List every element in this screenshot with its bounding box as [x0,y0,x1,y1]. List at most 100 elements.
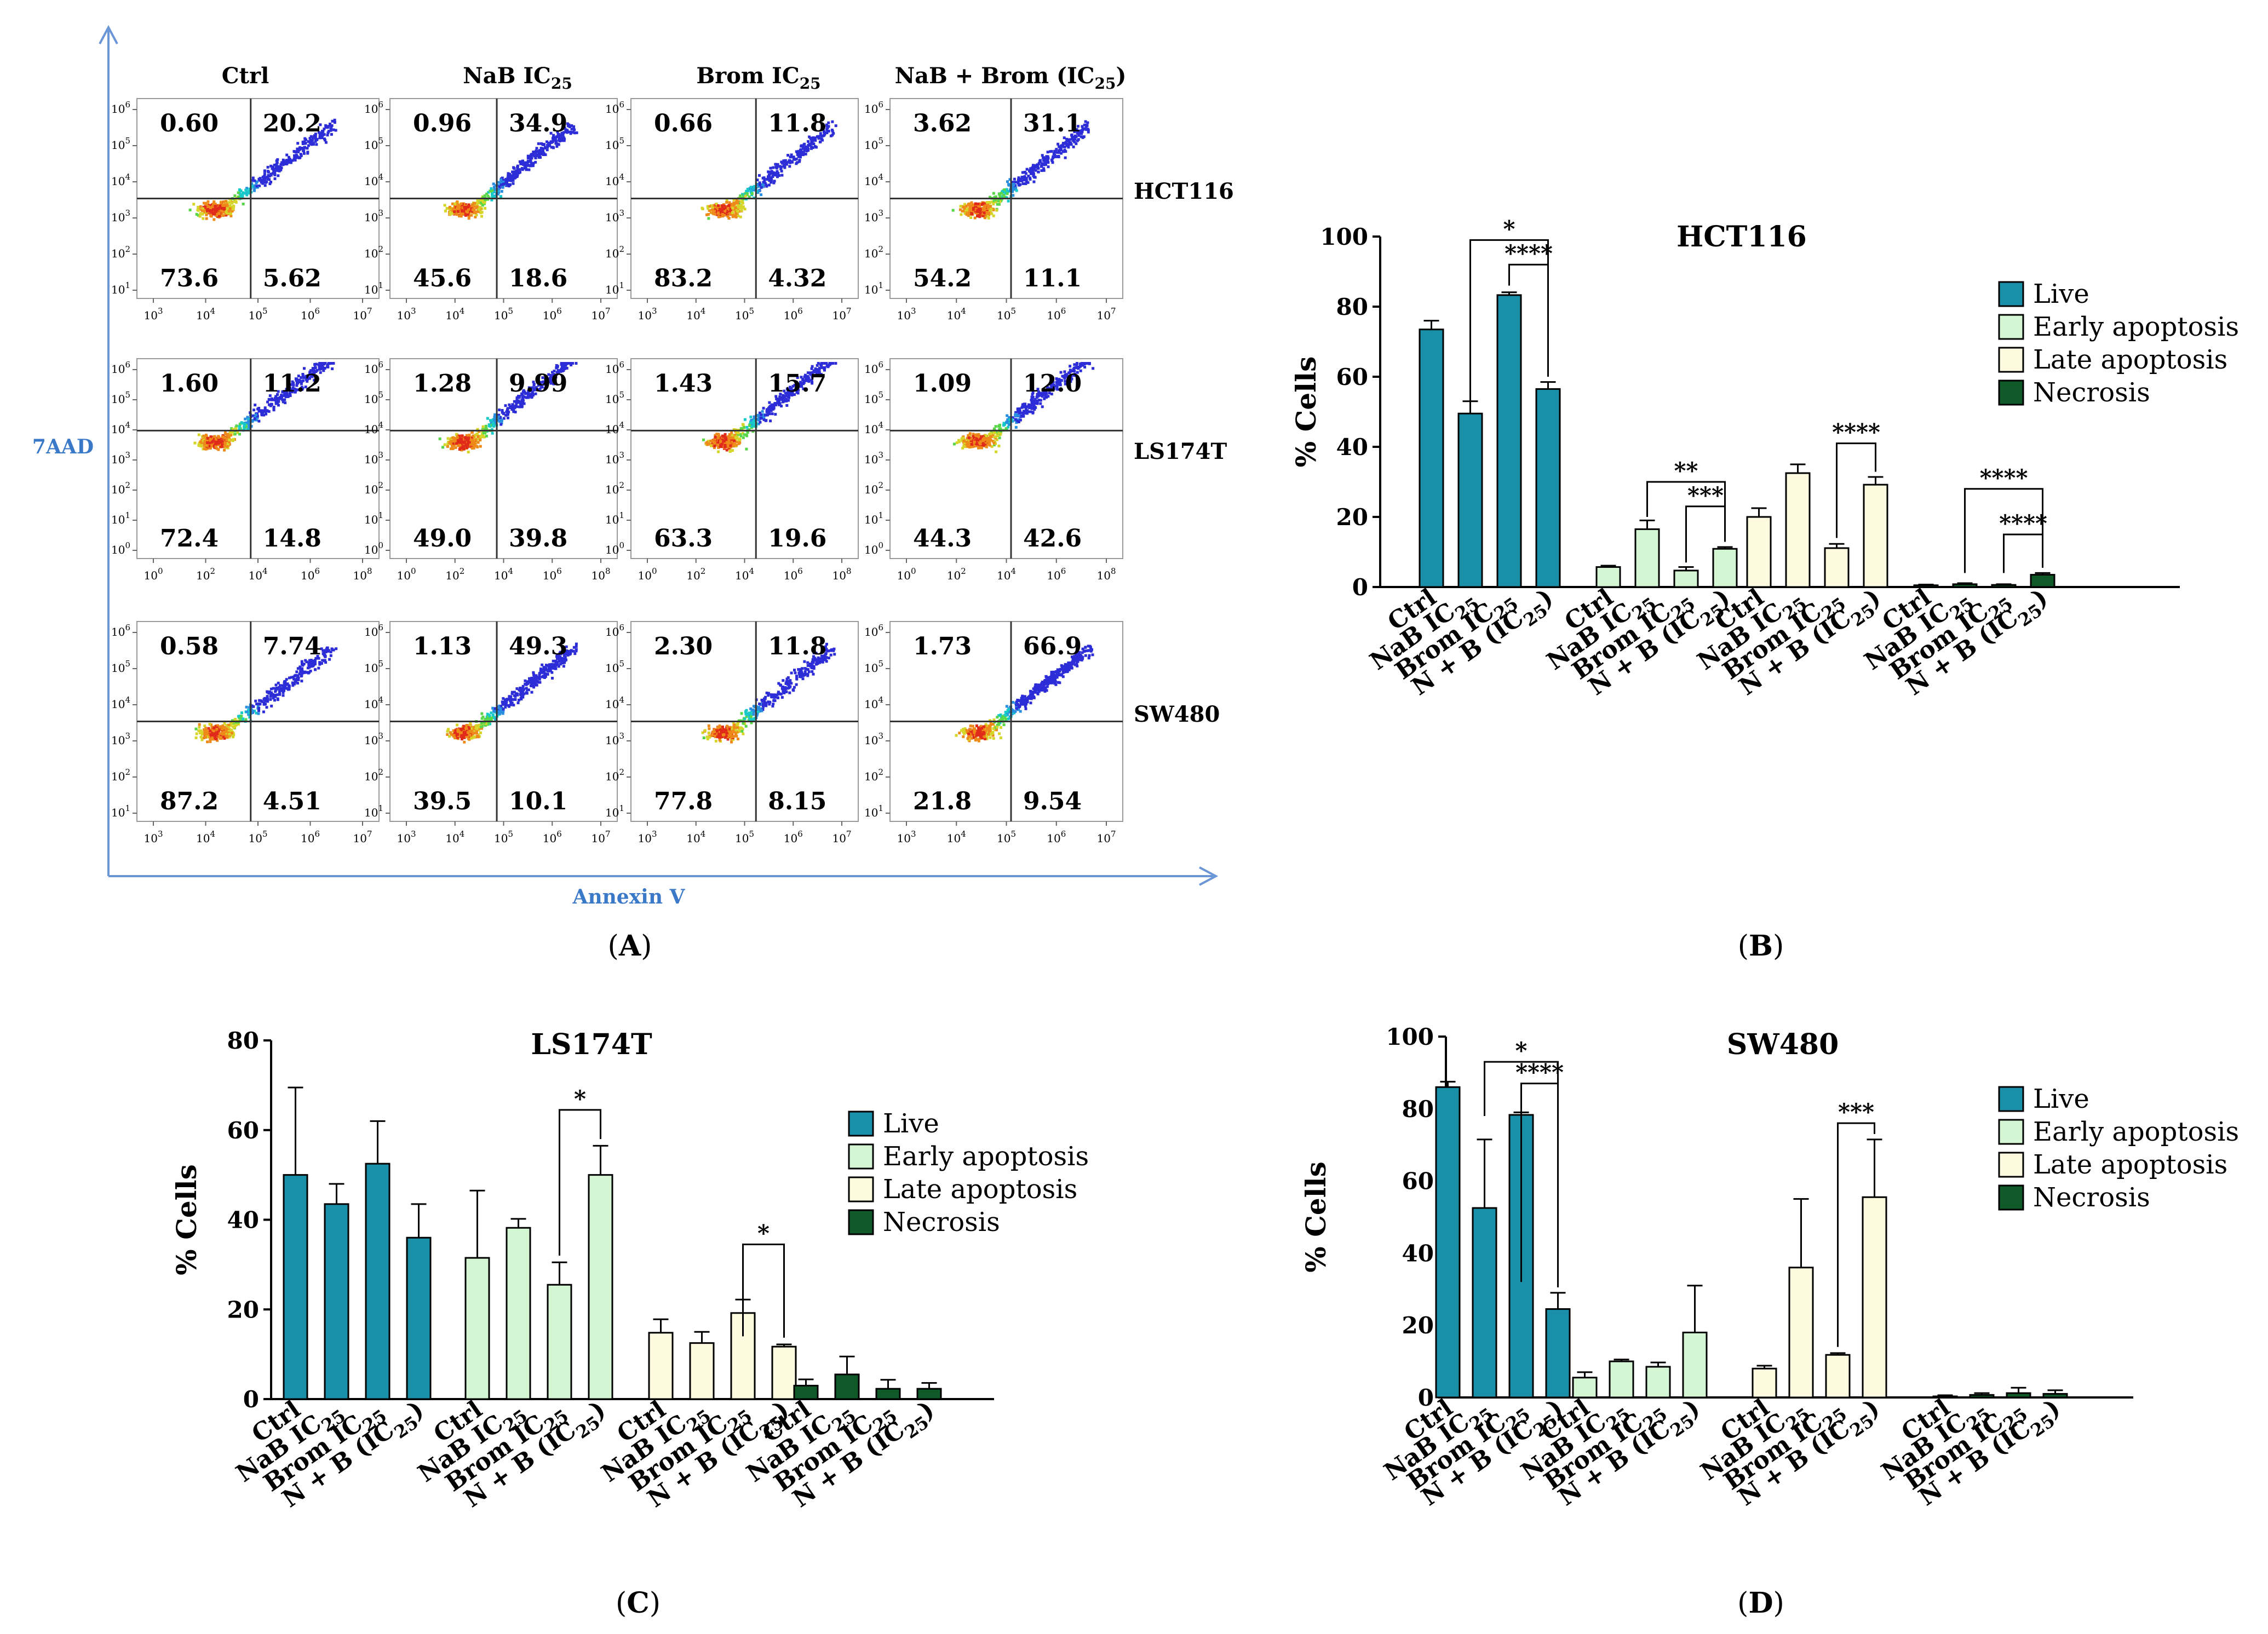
tick-exponent: 6 [378,360,383,370]
event-dot [202,217,205,220]
event-dot [1022,411,1025,415]
event-dot [793,393,796,396]
event-dot [756,183,759,187]
event-dot [970,443,973,446]
event-dot [458,448,461,451]
event-dot [816,373,819,377]
event-dot [213,444,216,447]
event-dot [324,124,328,127]
event-dot [714,212,717,216]
event-dot [326,125,330,128]
event-dot [1031,169,1034,172]
event-dot [303,140,306,143]
event-dot [277,404,280,407]
event-dot [760,186,763,189]
plot-frame [136,358,380,559]
event-dot [274,167,277,170]
event-dot [229,210,232,213]
event-dot [537,154,540,157]
event-dot [998,194,1001,197]
event-dot [1007,425,1009,429]
event-dot [205,217,208,220]
event-dot [487,424,491,428]
event-dot [770,172,773,175]
event-dot [1036,388,1040,391]
event-dot [782,394,785,397]
event-dot [467,203,470,206]
tick-exponent: 5 [619,390,624,400]
event-dot [302,149,306,152]
event-dot [451,210,455,213]
event-dot [1051,161,1054,164]
event-dot [197,729,200,732]
event-dot [773,402,777,405]
quadrant-necrosis-value: 1.09 [913,370,972,398]
event-dot [1033,176,1037,179]
event-dot [998,436,1001,440]
event-dot [450,447,453,450]
event-dot [812,138,816,141]
event-dot [453,210,456,214]
event-dot [216,212,219,216]
event-dot [260,413,263,417]
event-dot [202,447,205,451]
event-dot [308,137,312,140]
event-dot [759,183,762,186]
event-dot [975,444,978,447]
tick-exponent: 5 [878,136,883,146]
tick-base: 10 [735,569,749,582]
event-dot [1043,162,1047,165]
event-dot [1041,154,1044,157]
event-dot [968,209,971,212]
column-header-subscript: 25 [551,74,572,93]
event-dot [766,178,769,181]
event-dot [1021,182,1025,185]
event-dot [1082,135,1086,139]
event-dot [1032,164,1035,167]
event-dot [575,131,578,134]
event-dot [225,203,228,206]
event-dot [728,433,731,436]
event-dot [481,204,484,207]
event-dot [1000,192,1003,195]
tick-base: 10 [111,139,125,152]
event-dot [825,125,829,128]
event-dot [247,192,250,195]
event-dot [739,434,743,438]
event-dot [767,183,771,187]
event-dot [1036,393,1039,396]
event-dot [984,214,987,217]
event-dot [468,434,471,437]
event-dot [476,441,480,444]
event-dot [809,371,812,375]
event-dot [229,724,232,727]
event-dot [557,143,560,146]
event-dot [778,165,782,168]
quadrant-early-apoptosis-value: 42.6 [1023,525,1082,553]
event-dot [543,387,547,390]
event-dot [251,185,254,188]
tick-exponent: 4 [878,420,883,430]
tick-base: 10 [111,453,125,466]
tick-exponent: 4 [961,306,966,316]
event-dot [713,441,716,444]
event-dot [216,739,219,742]
event-dot [1036,163,1039,166]
x-tick-label: 105 [997,306,1016,322]
event-dot [1046,386,1049,389]
event-dot [248,189,251,193]
event-dot [972,208,975,211]
event-dot [561,133,565,136]
event-dot [541,147,544,150]
quadrant-live-value: 83.2 [654,264,713,292]
tick-base: 10 [864,543,878,556]
event-dot [1014,418,1017,421]
event-dot [511,170,514,174]
event-dot [768,179,771,182]
event-dot [207,205,210,208]
tick-exponent: 5 [619,136,624,146]
event-dot [467,217,470,220]
event-dot [211,442,214,445]
event-dot [734,208,738,211]
